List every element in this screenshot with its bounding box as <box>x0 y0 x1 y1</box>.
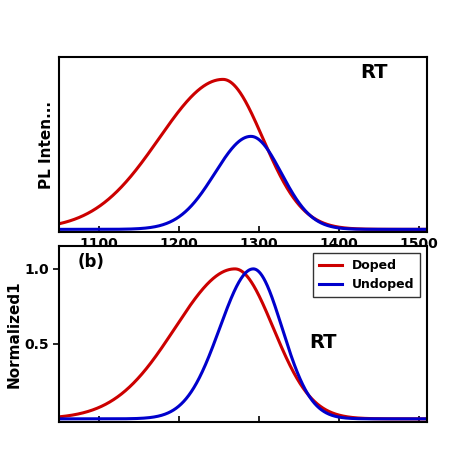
X-axis label: Wavelength (nm): Wavelength (nm) <box>162 257 324 275</box>
Legend: Doped, Undoped: Doped, Undoped <box>313 253 420 297</box>
Text: RT: RT <box>309 333 337 352</box>
Y-axis label: PL Inten...: PL Inten... <box>39 100 54 189</box>
Text: (b): (b) <box>78 254 104 272</box>
Y-axis label: Normalized1: Normalized1 <box>7 280 21 388</box>
Text: RT: RT <box>360 63 388 82</box>
